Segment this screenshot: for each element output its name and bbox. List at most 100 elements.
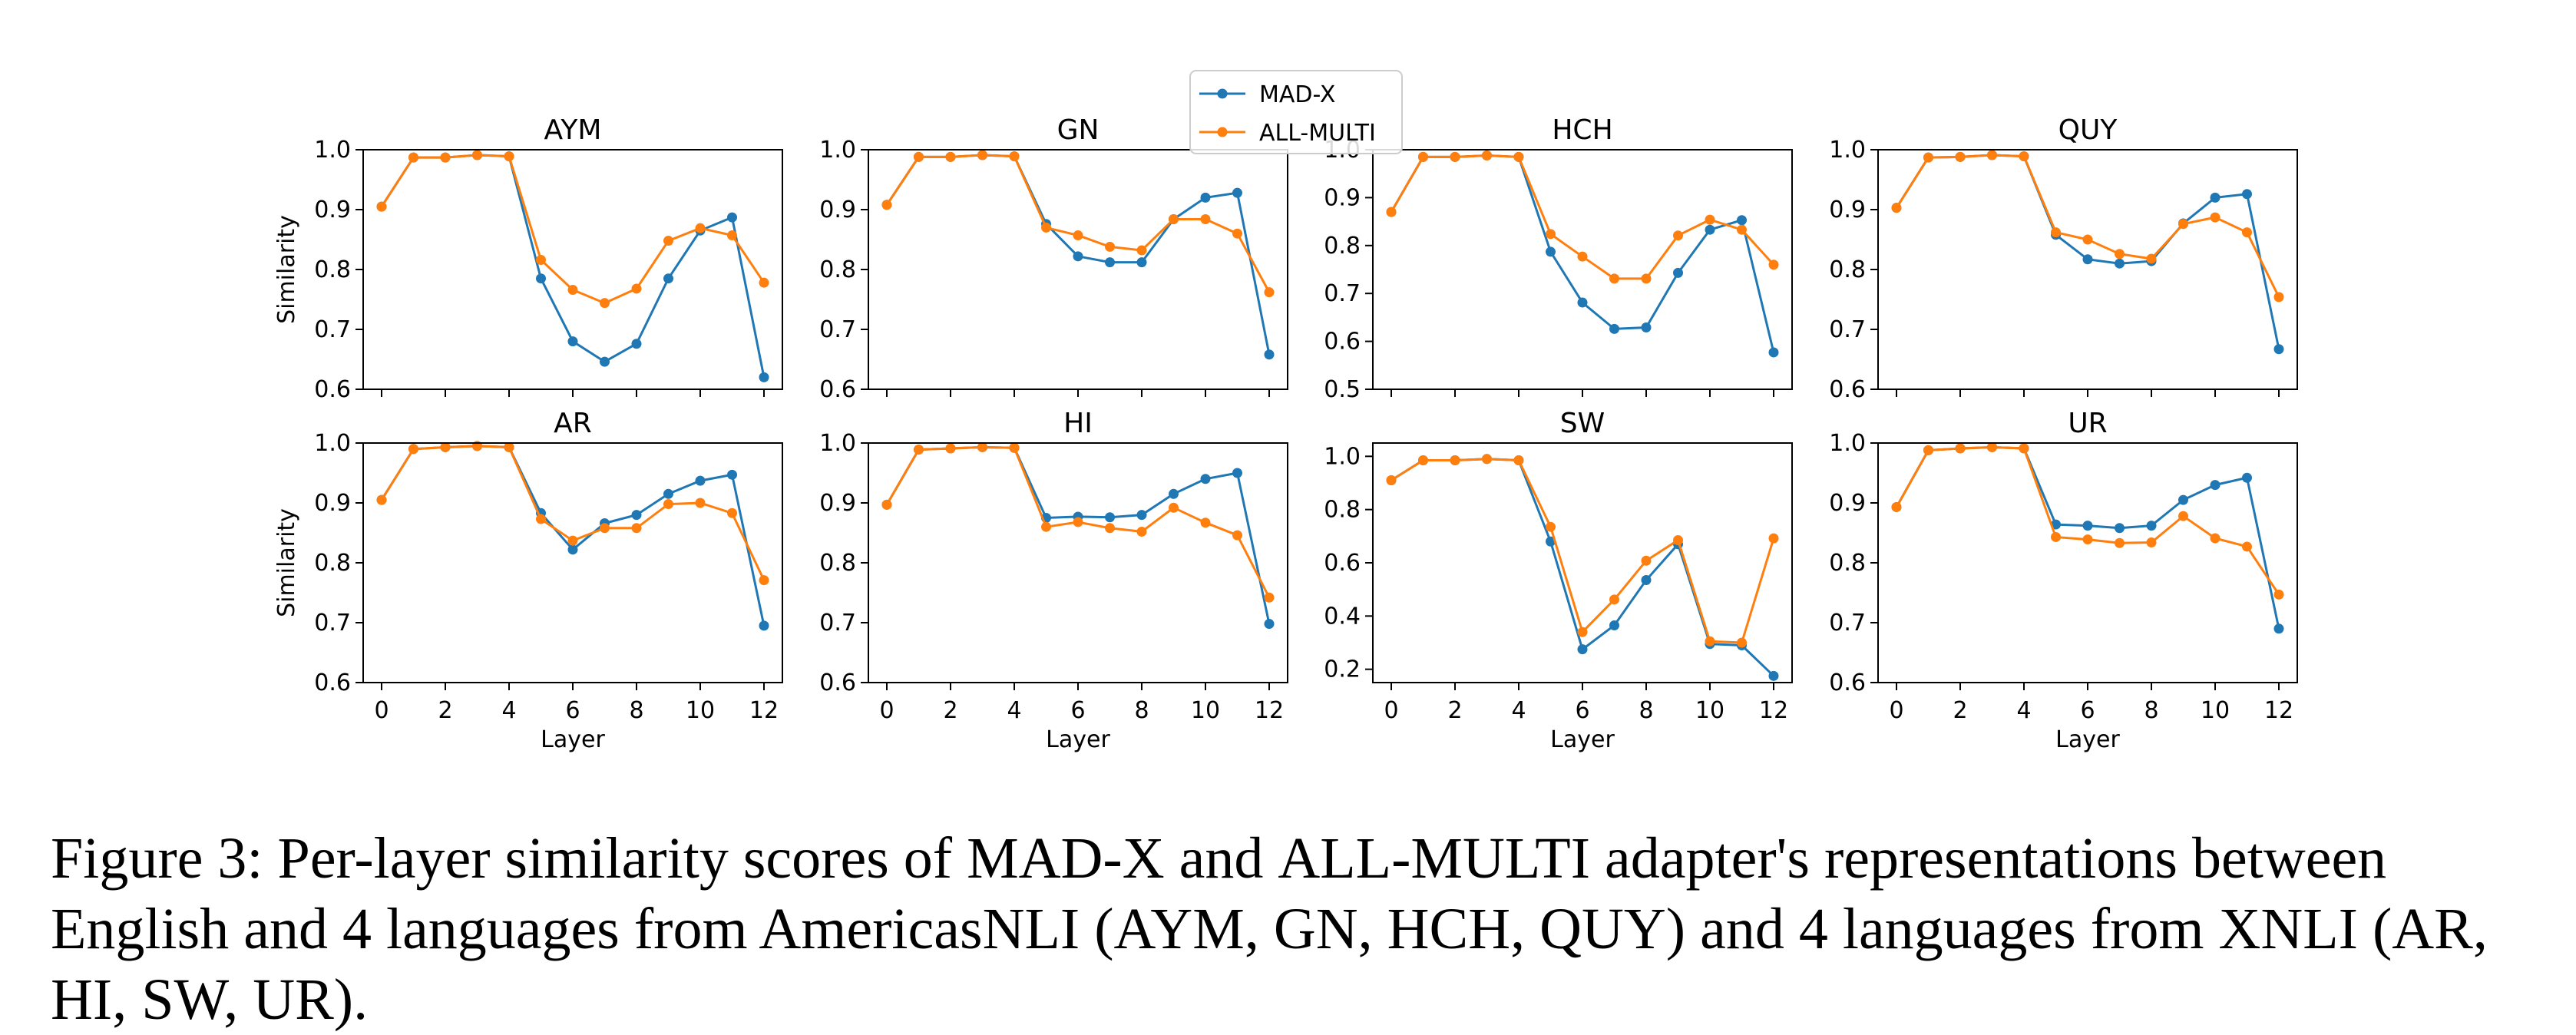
data-point-all-multi <box>1641 555 1652 566</box>
data-point-all-multi <box>2019 151 2029 162</box>
data-point-mad-x <box>1264 349 1275 360</box>
y-tick-label: 0.6 <box>819 376 856 403</box>
plot-frame <box>362 442 783 683</box>
x-tick-label: 4 <box>501 697 516 724</box>
data-point-mad-x <box>1200 192 1211 203</box>
data-point-all-multi <box>881 499 892 510</box>
data-point-all-multi <box>376 494 387 505</box>
y-tick-label: 0.7 <box>1829 610 1866 637</box>
data-point-all-multi <box>1577 627 1588 637</box>
y-tick-label: 0.8 <box>1324 497 1361 524</box>
y-tick-label: 0.9 <box>1324 184 1361 211</box>
subplot-title: AYM <box>544 114 602 146</box>
data-point-all-multi <box>536 514 546 524</box>
data-point-all-multi <box>1705 636 1715 646</box>
data-point-all-multi <box>727 508 737 518</box>
x-axis-label: Layer <box>541 726 605 753</box>
y-tick-label: 1.0 <box>1829 430 1866 457</box>
subplot-title: AR <box>554 408 592 439</box>
subplot-gn: 0.6 0.7 0.8 0.9 1.0 GN <box>819 114 1288 403</box>
data-point-mad-x <box>567 544 578 555</box>
data-point-all-multi <box>2210 533 2221 544</box>
data-point-all-multi <box>2273 292 2284 303</box>
x-tick-label: 0 <box>1889 697 1903 724</box>
data-point-all-multi <box>600 523 610 534</box>
data-point-all-multi <box>2115 537 2125 548</box>
data-point-all-multi <box>408 152 418 163</box>
series-line-mad-x <box>1895 154 2280 350</box>
data-point-mad-x <box>1546 246 1556 257</box>
subplot-title: GN <box>1057 114 1100 146</box>
data-point-all-multi <box>1987 150 1997 160</box>
data-point-all-multi <box>1546 229 1556 240</box>
data-point-mad-x <box>759 372 769 382</box>
data-point-all-multi <box>1891 203 1902 213</box>
data-point-all-multi <box>536 255 546 266</box>
data-point-all-multi <box>1200 213 1211 224</box>
data-point-all-multi <box>504 441 514 452</box>
data-point-mad-x <box>727 212 737 223</box>
data-point-mad-x <box>2115 258 2125 269</box>
data-point-mad-x <box>1737 215 1747 226</box>
y-tick-label: 0.6 <box>314 376 351 403</box>
y-tick-label: 0.6 <box>1829 376 1866 403</box>
series-line-all-multi <box>1391 458 1775 644</box>
data-point-all-multi <box>1073 230 1083 241</box>
x-tick-label: 8 <box>629 697 643 724</box>
data-point-all-multi <box>1450 455 1460 466</box>
data-point-all-multi <box>759 575 769 586</box>
data-point-all-multi <box>2273 589 2284 600</box>
data-point-all-multi <box>1264 287 1275 298</box>
data-point-all-multi <box>1482 454 1492 465</box>
y-tick-label: 0.8 <box>1324 233 1361 260</box>
data-point-all-multi <box>631 523 642 534</box>
x-tick-label: 10 <box>2201 697 2230 724</box>
data-point-all-multi <box>1136 526 1147 537</box>
data-point-all-multi <box>440 152 451 163</box>
data-point-mad-x <box>1232 468 1242 478</box>
data-point-all-multi <box>600 298 610 309</box>
data-point-all-multi <box>1009 442 1020 453</box>
y-tick-label: 0.7 <box>819 316 856 343</box>
y-tick-label: 0.5 <box>1324 376 1361 403</box>
data-point-all-multi <box>2115 249 2125 260</box>
data-point-all-multi <box>1891 501 1902 512</box>
data-point-all-multi <box>1577 251 1588 262</box>
data-point-all-multi <box>1482 150 1492 160</box>
data-point-mad-x <box>2210 480 2221 491</box>
plot-frame <box>362 149 783 390</box>
data-point-mad-x <box>1768 347 1779 358</box>
y-tick-label: 1.0 <box>1829 137 1866 164</box>
x-tick-label: 8 <box>1134 697 1149 724</box>
data-point-all-multi <box>1136 245 1147 256</box>
y-tick-label: 0.7 <box>1324 280 1361 307</box>
caption-text-1: Per-layer similarity scores of <box>277 826 953 891</box>
legend-label: MAD-X <box>1259 81 1335 108</box>
series-line-mad-x <box>885 445 1271 624</box>
x-tick-label: 12 <box>1255 697 1284 724</box>
data-point-all-multi <box>1673 230 1683 241</box>
y-tick-label: 0.9 <box>314 490 351 517</box>
y-tick-label: 0.9 <box>819 490 856 517</box>
caption-langs-americasnli: AYM, GN, HCH, QUY <box>1113 897 1666 961</box>
data-point-all-multi <box>2178 511 2188 521</box>
data-point-all-multi <box>1955 151 1966 162</box>
x-tick-label: 4 <box>1511 697 1526 724</box>
data-point-all-multi <box>2178 219 2188 230</box>
subplot-title: UR <box>2068 408 2107 439</box>
y-tick-label: 0.6 <box>1829 670 1866 696</box>
y-tick-label: 0.9 <box>314 197 351 223</box>
x-tick-label: 0 <box>879 697 894 724</box>
data-point-all-multi <box>440 441 451 452</box>
data-point-all-multi <box>2051 227 2061 238</box>
subplot-aym: 0.6 0.7 0.8 0.9 1.0 AYM Similarity <box>273 114 783 403</box>
data-point-all-multi <box>2210 212 2221 223</box>
data-point-all-multi <box>1041 521 1051 532</box>
data-point-mad-x <box>759 620 769 631</box>
caption-method-madx: MAD-X <box>967 826 1165 891</box>
plot-frame <box>868 442 1288 683</box>
data-point-all-multi <box>1737 637 1747 648</box>
data-point-all-multi <box>1450 151 1460 162</box>
series-line-all-multi <box>1895 154 2280 298</box>
data-point-all-multi <box>914 445 924 455</box>
